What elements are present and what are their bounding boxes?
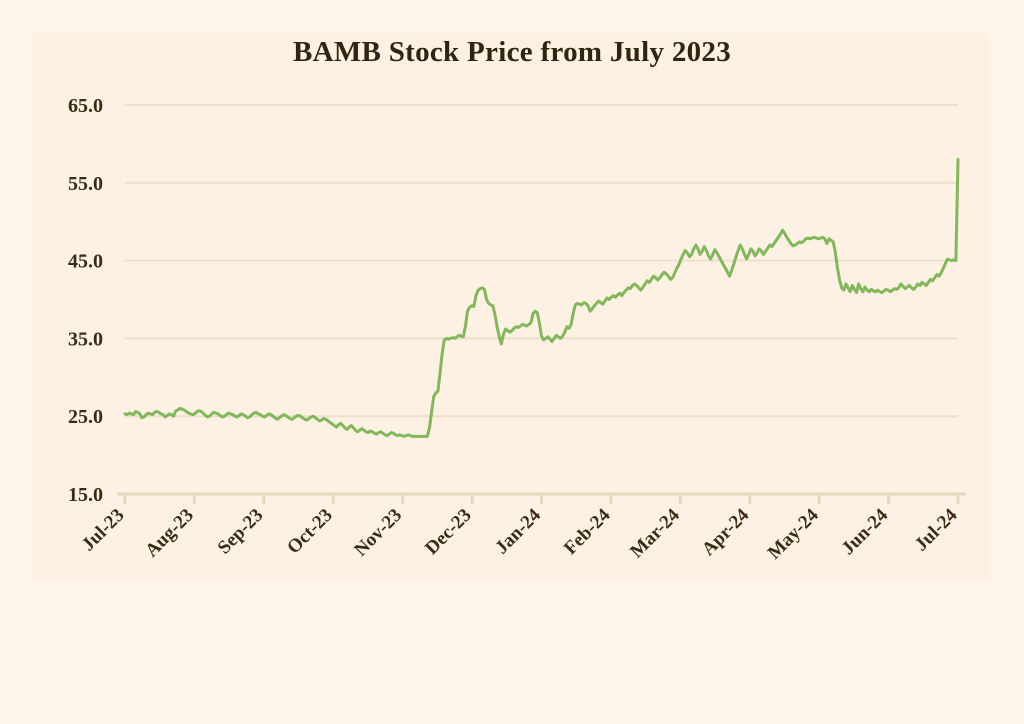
x-axis-tick-label: Feb-24: [560, 504, 615, 559]
y-axis-tick-label: 15.0: [68, 484, 103, 506]
chart-panel-background: [33, 33, 990, 580]
x-axis-tick-label: Jul-23: [78, 505, 129, 556]
x-axis-tick-label: Oct-23: [283, 505, 337, 559]
x-axis-tick-label: Sep-23: [214, 505, 268, 559]
x-axis-tick-label: Mar-24: [626, 504, 684, 562]
x-axis-tick-label: Jul-24: [911, 504, 962, 555]
y-axis-tick-label: 25.0: [68, 406, 103, 428]
y-axis-tick-label: 45.0: [68, 251, 103, 273]
chart-title: BAMB Stock Price from July 2023: [292, 36, 732, 68]
x-axis-tick-label: Jun-24: [838, 504, 893, 559]
chart-area: BAMB Stock Price from July 2023 65.0 55.0…: [68, 36, 966, 564]
x-axis-tick-label: Jan-24: [491, 504, 545, 558]
x-axis-tick-label: Aug-23: [141, 505, 198, 562]
footer: K Learn more www.kenyanwallstreet.com: [0, 596, 1024, 724]
y-axis-tick-label: 35.0: [68, 328, 103, 350]
x-axis-tick-label: Nov-23: [350, 505, 406, 561]
x-axis-tick-label: Apr-24: [698, 504, 754, 560]
price-line-series: [123, 157, 960, 438]
y-axis-tick-label: 55.0: [68, 173, 103, 195]
y-axis-tick-label: 65.0: [68, 95, 103, 117]
x-axis-tick-label: May-24: [764, 504, 823, 563]
x-axis-tick-label: Dec-23: [421, 505, 475, 559]
